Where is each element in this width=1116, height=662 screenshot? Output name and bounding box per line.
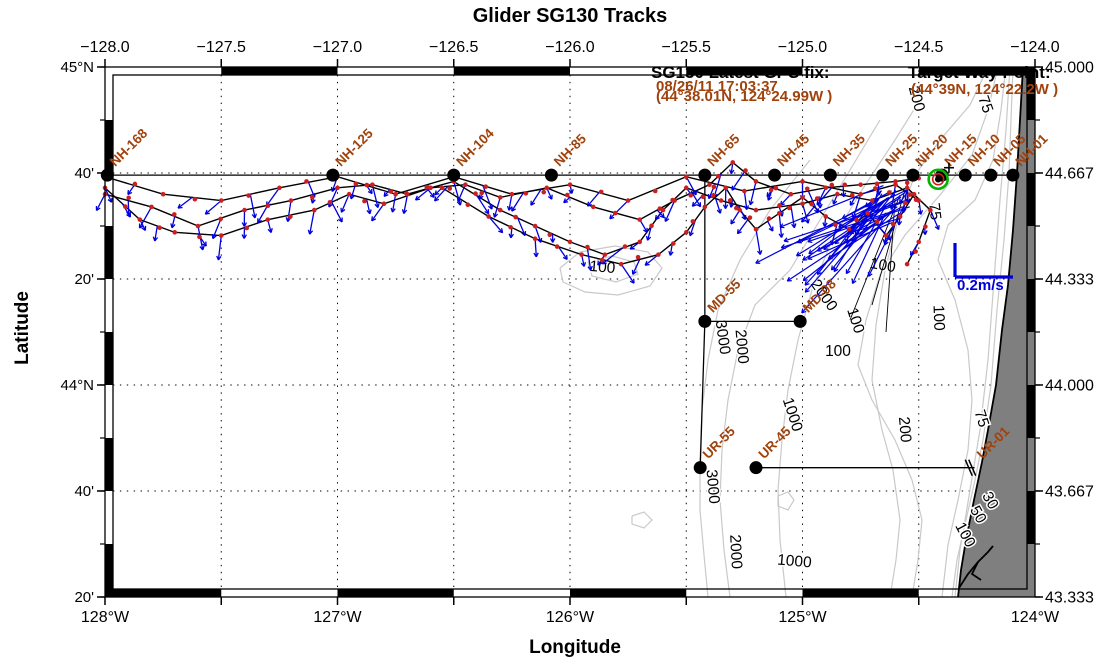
svg-text:−128.0: −128.0 xyxy=(80,39,129,56)
svg-text:−127.5: −127.5 xyxy=(197,39,246,56)
svg-text:100: 100 xyxy=(825,343,851,360)
svg-text:44.000: 44.000 xyxy=(1045,377,1094,394)
svg-text:40': 40' xyxy=(74,483,94,500)
station-label: MD-55 xyxy=(704,276,744,316)
station-dot xyxy=(447,168,461,182)
station-dot xyxy=(876,168,890,182)
station-label: UR-45 xyxy=(756,423,795,462)
svg-text:75: 75 xyxy=(925,202,944,221)
svg-text:1000: 1000 xyxy=(776,552,812,572)
svg-text:−124.0: −124.0 xyxy=(1010,39,1059,56)
station-dot xyxy=(326,168,340,182)
svg-text:40': 40' xyxy=(74,165,94,182)
station-label: NH-85 xyxy=(551,131,590,170)
svg-text:44°N: 44°N xyxy=(60,377,94,394)
station-dot xyxy=(823,168,837,182)
station-label: NH-125 xyxy=(332,125,376,169)
station-label: UR-55 xyxy=(700,423,739,462)
svg-text:20': 20' xyxy=(74,271,94,288)
x-axis-title: Longitude xyxy=(529,637,621,658)
svg-text:128°W: 128°W xyxy=(81,609,130,626)
svg-text:−126.0: −126.0 xyxy=(545,39,594,56)
station-dot xyxy=(693,461,707,475)
target-waypoint-header: Target Way Point: xyxy=(908,63,1051,82)
svg-text:127°W: 127°W xyxy=(313,609,362,626)
svg-text:−125.0: −125.0 xyxy=(778,39,827,56)
bathymetry-contours xyxy=(559,66,1014,598)
gps-fix-timestamp: 08/26/11 17:03:37 xyxy=(656,78,778,95)
svg-text:−124.5: −124.5 xyxy=(894,39,943,56)
svg-text:126°W: 126°W xyxy=(546,609,595,626)
y-axis-title: Latitude xyxy=(11,291,33,365)
gps-fix-ring xyxy=(927,168,949,191)
station-dot xyxy=(984,168,998,182)
svg-text:−126.5: −126.5 xyxy=(429,39,478,56)
station-label: NH-20 xyxy=(912,131,950,169)
station-label: NH-65 xyxy=(704,131,743,170)
target-waypoint-coordinates: (44°39N, 124°22.2W ) xyxy=(911,81,1059,98)
svg-text:44.333: 44.333 xyxy=(1045,272,1094,289)
section-lines xyxy=(107,174,1013,476)
station-dot xyxy=(749,461,763,475)
svg-text:124°W: 124°W xyxy=(1011,609,1060,626)
svg-text:20': 20' xyxy=(74,589,94,606)
svg-text:2000: 2000 xyxy=(726,534,745,570)
station-dot xyxy=(100,168,114,182)
station-dot xyxy=(1006,168,1020,182)
gps-fix-header: SG130 Latest GPS fix: xyxy=(651,63,830,82)
svg-text:3000: 3000 xyxy=(703,469,723,505)
svg-text:−127.0: −127.0 xyxy=(313,39,362,56)
map-frame xyxy=(104,66,1036,598)
velocity-scale-label: 0.2m/s xyxy=(957,277,1004,294)
svg-text:3000: 3000 xyxy=(712,319,734,356)
position-markers xyxy=(927,162,954,191)
svg-text:100: 100 xyxy=(843,306,867,336)
svg-text:−125.5: −125.5 xyxy=(662,39,711,56)
station-dot xyxy=(544,168,558,182)
surfacing-dots xyxy=(102,160,933,267)
svg-text:43.667: 43.667 xyxy=(1045,483,1094,500)
svg-text:125°W: 125°W xyxy=(778,609,827,626)
gps-fix-coordinates: (44°38.01N, 124°24.99W ) xyxy=(656,88,833,105)
station-dot xyxy=(793,314,807,328)
station-dot xyxy=(698,314,712,328)
svg-text:45.000: 45.000 xyxy=(1045,60,1094,77)
axis-ticks: −128.0 −127.5 −127.0 −126.5 −126.0 −125.5 −125… xyxy=(60,39,1094,626)
svg-text:100: 100 xyxy=(930,305,948,332)
svg-text:44.667: 44.667 xyxy=(1045,165,1094,182)
svg-text:45°N: 45°N xyxy=(60,59,94,76)
svg-text:2000: 2000 xyxy=(732,329,752,365)
station-label: NH-104 xyxy=(453,125,497,169)
station-dot xyxy=(906,168,920,182)
station-dot xyxy=(958,168,972,182)
grid-lines xyxy=(113,75,1027,589)
velocity-scale xyxy=(953,243,1013,279)
station-dot xyxy=(768,168,782,182)
page-title: Glider SG130 Tracks xyxy=(472,5,668,27)
svg-text:43.333: 43.333 xyxy=(1045,590,1094,607)
station-dot xyxy=(698,168,712,182)
svg-text:200: 200 xyxy=(895,416,914,444)
